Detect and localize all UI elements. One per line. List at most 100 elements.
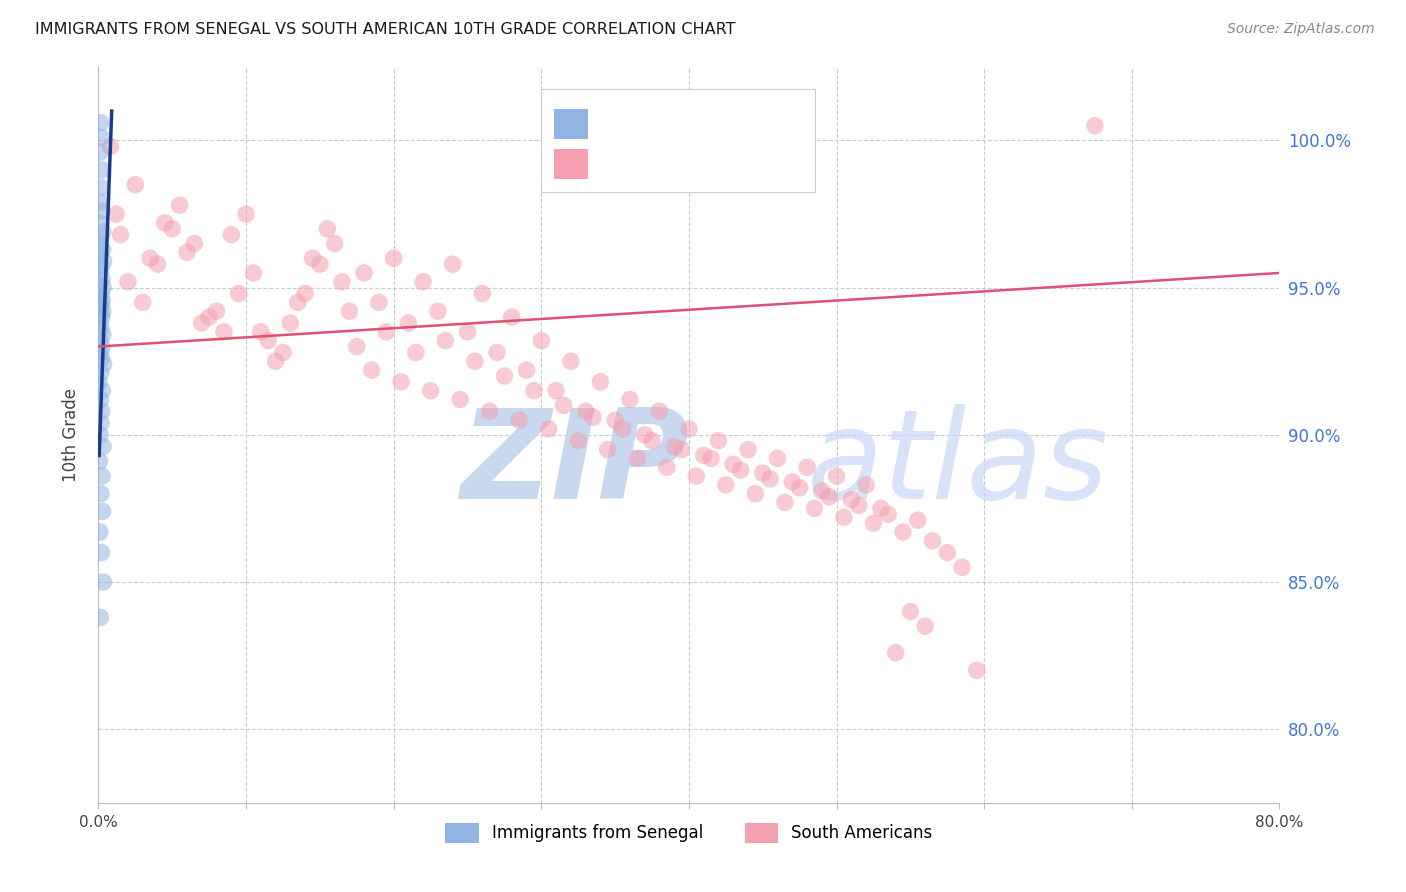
Point — [89, 195, 111, 210]
Point — [89, 316, 111, 330]
Point — [766, 451, 789, 466]
Point — [478, 404, 501, 418]
Point — [537, 422, 560, 436]
Point — [560, 354, 582, 368]
Point — [389, 375, 412, 389]
Point — [105, 207, 128, 221]
Point — [323, 236, 346, 251]
Point — [818, 490, 841, 504]
Point — [419, 384, 441, 398]
Point — [884, 646, 907, 660]
Point — [89, 277, 111, 292]
Point — [619, 392, 641, 407]
Point — [678, 422, 700, 436]
Text: R =: R = — [595, 154, 640, 172]
Point — [346, 339, 368, 353]
Point — [89, 334, 111, 348]
Point — [914, 619, 936, 633]
Point — [353, 266, 375, 280]
Point — [90, 286, 112, 301]
Point — [294, 286, 316, 301]
Point — [605, 413, 627, 427]
Point — [832, 510, 855, 524]
Point — [250, 325, 273, 339]
Point — [90, 116, 112, 130]
Point — [90, 322, 112, 336]
Point — [162, 221, 183, 235]
Point — [89, 295, 111, 310]
Point — [264, 354, 287, 368]
Point — [803, 501, 825, 516]
Point — [855, 478, 877, 492]
Point — [457, 325, 479, 339]
Text: atlas: atlas — [807, 404, 1109, 524]
Point — [90, 307, 112, 321]
Point — [730, 463, 752, 477]
Point — [612, 422, 634, 436]
Point — [91, 327, 114, 342]
Point — [93, 357, 115, 371]
Point — [146, 257, 169, 271]
Point — [221, 227, 243, 242]
Point — [486, 345, 509, 359]
Point — [91, 225, 114, 239]
Point — [900, 605, 922, 619]
Point — [205, 304, 228, 318]
Point — [368, 295, 391, 310]
Point — [950, 560, 973, 574]
Point — [89, 301, 111, 316]
Point — [89, 524, 111, 539]
Point — [212, 325, 235, 339]
Point — [464, 354, 486, 368]
Point — [405, 345, 427, 359]
Point — [848, 499, 870, 513]
Legend: Immigrants from Senegal, South Americans: Immigrants from Senegal, South Americans — [439, 816, 939, 850]
Text: Source: ZipAtlas.com: Source: ZipAtlas.com — [1227, 22, 1375, 37]
Point — [825, 469, 848, 483]
Text: 117: 117 — [749, 154, 787, 172]
Point — [626, 451, 648, 466]
Point — [91, 281, 114, 295]
Point — [89, 289, 111, 303]
Point — [89, 236, 111, 251]
Point — [664, 440, 686, 454]
Point — [796, 460, 818, 475]
Point — [870, 501, 893, 516]
Point — [280, 316, 302, 330]
Point — [471, 286, 494, 301]
Point — [449, 392, 471, 407]
Point — [309, 257, 332, 271]
Point — [91, 293, 114, 307]
Point — [90, 298, 112, 312]
Point — [91, 304, 114, 318]
Point — [91, 339, 114, 353]
Point — [966, 664, 988, 678]
Text: 0.114: 0.114 — [644, 154, 700, 172]
Text: R =: R = — [595, 116, 634, 134]
Point — [877, 508, 900, 522]
Point — [89, 454, 111, 468]
Point — [90, 260, 112, 274]
Point — [301, 252, 323, 266]
Y-axis label: 10th Grade: 10th Grade — [62, 388, 80, 482]
Point — [316, 221, 339, 235]
Point — [596, 442, 619, 457]
Point — [412, 275, 434, 289]
Point — [91, 504, 114, 518]
Point — [271, 345, 294, 359]
Point — [752, 466, 775, 480]
Point — [441, 257, 464, 271]
Point — [737, 442, 759, 457]
Point — [191, 316, 214, 330]
Point — [648, 404, 671, 418]
Point — [117, 275, 139, 289]
Point — [89, 248, 111, 262]
Point — [91, 384, 114, 398]
Point — [176, 245, 198, 260]
Point — [91, 575, 114, 590]
Text: IMMIGRANTS FROM SENEGAL VS SOUTH AMERICAN 10TH GRADE CORRELATION CHART: IMMIGRANTS FROM SENEGAL VS SOUTH AMERICA… — [35, 22, 735, 37]
Point — [91, 440, 114, 454]
Point — [530, 334, 553, 348]
Point — [91, 469, 114, 483]
Point — [508, 413, 530, 427]
